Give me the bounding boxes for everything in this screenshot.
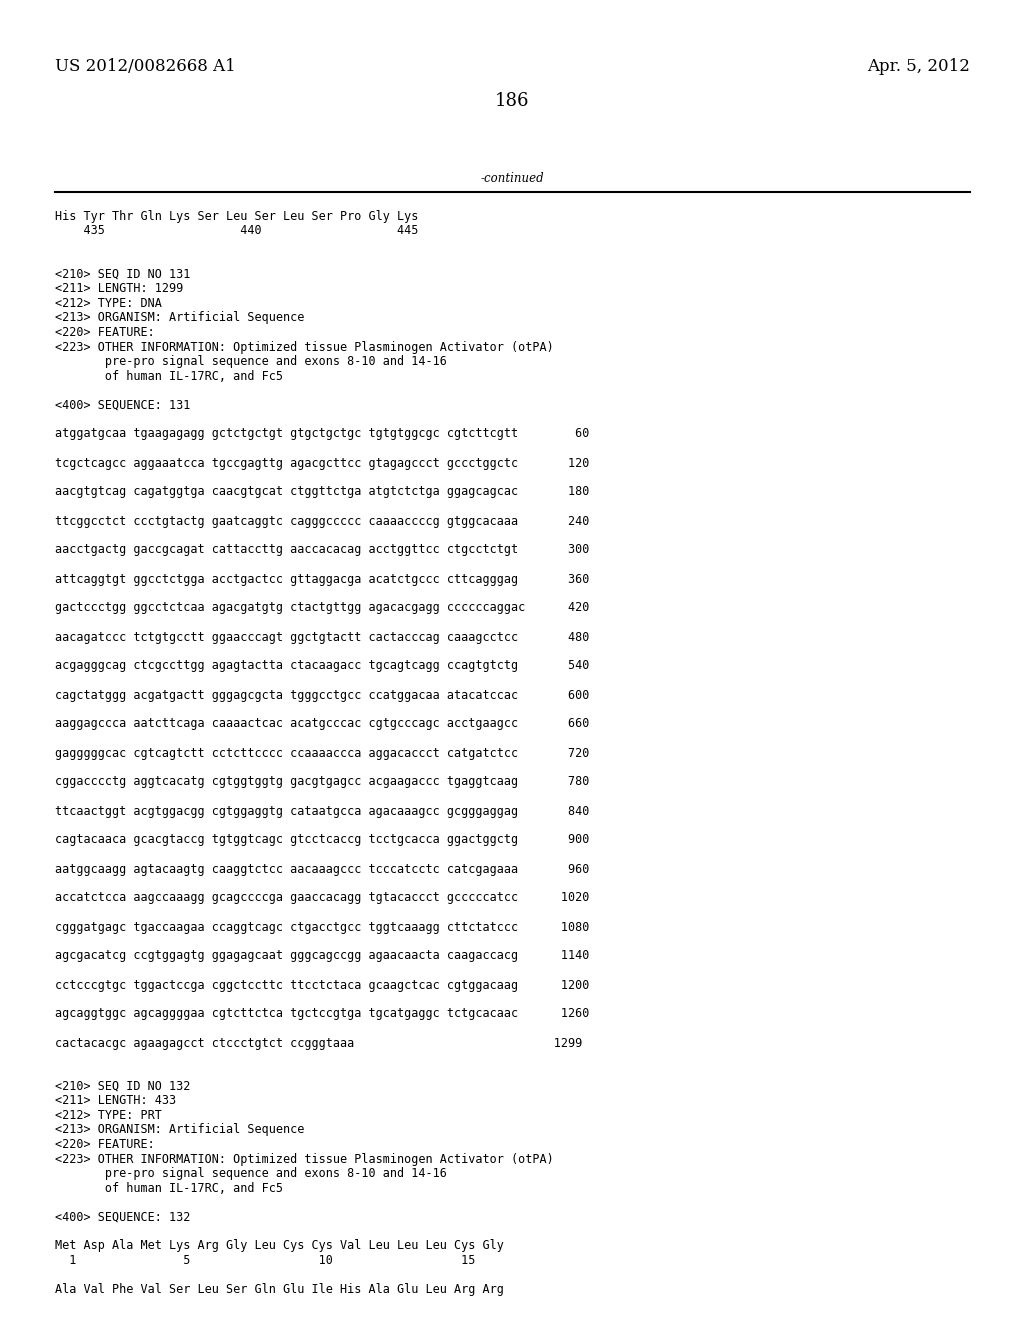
Text: ttcaactggt acgtggacgg cgtggaggtg cataatgcca agacaaagcc gcgggaggag       840: ttcaactggt acgtggacgg cgtggaggtg cataatg… <box>55 804 590 817</box>
Text: <220> FEATURE:: <220> FEATURE: <box>55 1138 155 1151</box>
Text: agcgacatcg ccgtggagtg ggagagcaat gggcagccgg agaacaacta caagaccacg      1140: agcgacatcg ccgtggagtg ggagagcaat gggcagc… <box>55 949 590 962</box>
Text: accatctcca aagccaaagg gcagccccga gaaccacagg tgtacaccct gcccccatcc      1020: accatctcca aagccaaagg gcagccccga gaaccac… <box>55 891 590 904</box>
Text: <220> FEATURE:: <220> FEATURE: <box>55 326 155 339</box>
Text: <212> TYPE: DNA: <212> TYPE: DNA <box>55 297 162 310</box>
Text: <223> OTHER INFORMATION: Optimized tissue Plasminogen Activator (otPA): <223> OTHER INFORMATION: Optimized tissu… <box>55 341 554 354</box>
Text: gagggggcac cgtcagtctt cctcttcccc ccaaaaccca aggacaccct catgatctcc       720: gagggggcac cgtcagtctt cctcttcccc ccaaaac… <box>55 747 590 759</box>
Text: cgggatgagc tgaccaagaa ccaggtcagc ctgacctgcc tggtcaaagg cttctatccc      1080: cgggatgagc tgaccaagaa ccaggtcagc ctgacct… <box>55 920 590 933</box>
Text: acgagggcag ctcgccttgg agagtactta ctacaagacc tgcagtcagg ccagtgtctg       540: acgagggcag ctcgccttgg agagtactta ctacaag… <box>55 660 590 672</box>
Text: aacgtgtcag cagatggtga caacgtgcat ctggttctga atgtctctga ggagcagcac       180: aacgtgtcag cagatggtga caacgtgcat ctggttc… <box>55 486 590 499</box>
Text: pre-pro signal sequence and exons 8-10 and 14-16: pre-pro signal sequence and exons 8-10 a… <box>55 1167 446 1180</box>
Text: of human IL-17RC, and Fc5: of human IL-17RC, and Fc5 <box>55 1181 283 1195</box>
Text: cactacacgc agaagagcct ctccctgtct ccgggtaaa                            1299: cactacacgc agaagagcct ctccctgtct ccgggta… <box>55 1036 583 1049</box>
Text: 1               5                  10                  15: 1 5 10 15 <box>55 1254 475 1267</box>
Text: tcgctcagcc aggaaatcca tgccgagttg agacgcttcc gtagagccct gccctggctc       120: tcgctcagcc aggaaatcca tgccgagttg agacgct… <box>55 457 590 470</box>
Text: <211> LENGTH: 433: <211> LENGTH: 433 <box>55 1094 176 1107</box>
Text: -continued: -continued <box>480 172 544 185</box>
Text: Ala Val Phe Val Ser Leu Ser Gln Glu Ile His Ala Glu Leu Arg Arg: Ala Val Phe Val Ser Leu Ser Gln Glu Ile … <box>55 1283 504 1296</box>
Text: atggatgcaa tgaagagagg gctctgctgt gtgctgctgc tgtgtggcgc cgtcttcgtt        60: atggatgcaa tgaagagagg gctctgctgt gtgctgc… <box>55 428 590 441</box>
Text: <223> OTHER INFORMATION: Optimized tissue Plasminogen Activator (otPA): <223> OTHER INFORMATION: Optimized tissu… <box>55 1152 554 1166</box>
Text: cagctatggg acgatgactt gggagcgcta tgggcctgcc ccatggacaa atacatccac       600: cagctatggg acgatgactt gggagcgcta tgggcct… <box>55 689 590 701</box>
Text: cctcccgtgc tggactccga cggctccttc ttcctctaca gcaagctcac cgtggacaag      1200: cctcccgtgc tggactccga cggctccttc ttcctct… <box>55 978 590 991</box>
Text: <213> ORGANISM: Artificial Sequence: <213> ORGANISM: Artificial Sequence <box>55 312 304 325</box>
Text: aatggcaagg agtacaagtg caaggtctcc aacaaagccc tcccatcctc catcgagaaa       960: aatggcaagg agtacaagtg caaggtctcc aacaaag… <box>55 862 590 875</box>
Text: <213> ORGANISM: Artificial Sequence: <213> ORGANISM: Artificial Sequence <box>55 1123 304 1137</box>
Text: 186: 186 <box>495 92 529 110</box>
Text: attcaggtgt ggcctctgga acctgactcc gttaggacga acatctgccc cttcagggag       360: attcaggtgt ggcctctgga acctgactcc gttagga… <box>55 573 590 586</box>
Text: <210> SEQ ID NO 132: <210> SEQ ID NO 132 <box>55 1080 190 1093</box>
Text: aacctgactg gaccgcagat cattaccttg aaccacacag acctggttcc ctgcctctgt       300: aacctgactg gaccgcagat cattaccttg aaccaca… <box>55 544 590 557</box>
Text: Apr. 5, 2012: Apr. 5, 2012 <box>867 58 970 75</box>
Text: <210> SEQ ID NO 131: <210> SEQ ID NO 131 <box>55 268 190 281</box>
Text: pre-pro signal sequence and exons 8-10 and 14-16: pre-pro signal sequence and exons 8-10 a… <box>55 355 446 368</box>
Text: His Tyr Thr Gln Lys Ser Leu Ser Leu Ser Pro Gly Lys: His Tyr Thr Gln Lys Ser Leu Ser Leu Ser … <box>55 210 419 223</box>
Text: cagtacaaca gcacgtaccg tgtggtcagc gtcctcaccg tcctgcacca ggactggctg       900: cagtacaaca gcacgtaccg tgtggtcagc gtcctca… <box>55 833 590 846</box>
Text: aacagatccc tctgtgcctt ggaacccagt ggctgtactt cactacccag caaagcctcc       480: aacagatccc tctgtgcctt ggaacccagt ggctgta… <box>55 631 590 644</box>
Text: agcaggtggc agcaggggaa cgtcttctca tgctccgtga tgcatgaggc tctgcacaac      1260: agcaggtggc agcaggggaa cgtcttctca tgctccg… <box>55 1007 590 1020</box>
Text: gactccctgg ggcctctcaa agacgatgtg ctactgttgg agacacgagg ccccccaggac      420: gactccctgg ggcctctcaa agacgatgtg ctactgt… <box>55 602 590 615</box>
Text: <400> SEQUENCE: 132: <400> SEQUENCE: 132 <box>55 1210 190 1224</box>
Text: <400> SEQUENCE: 131: <400> SEQUENCE: 131 <box>55 399 190 412</box>
Text: US 2012/0082668 A1: US 2012/0082668 A1 <box>55 58 236 75</box>
Text: of human IL-17RC, and Fc5: of human IL-17RC, and Fc5 <box>55 370 283 383</box>
Text: <211> LENGTH: 1299: <211> LENGTH: 1299 <box>55 282 183 296</box>
Text: <212> TYPE: PRT: <212> TYPE: PRT <box>55 1109 162 1122</box>
Text: ttcggcctct ccctgtactg gaatcaggtc cagggccccc caaaaccccg gtggcacaaa       240: ttcggcctct ccctgtactg gaatcaggtc cagggcc… <box>55 515 590 528</box>
Text: Met Asp Ala Met Lys Arg Gly Leu Cys Cys Val Leu Leu Leu Cys Gly: Met Asp Ala Met Lys Arg Gly Leu Cys Cys … <box>55 1239 504 1253</box>
Text: aaggagccca aatcttcaga caaaactcac acatgcccac cgtgcccagc acctgaagcc       660: aaggagccca aatcttcaga caaaactcac acatgcc… <box>55 718 590 730</box>
Text: cggacccctg aggtcacatg cgtggtggtg gacgtgagcc acgaagaccc tgaggtcaag       780: cggacccctg aggtcacatg cgtggtggtg gacgtga… <box>55 776 590 788</box>
Text: 435                   440                   445: 435 440 445 <box>55 224 419 238</box>
